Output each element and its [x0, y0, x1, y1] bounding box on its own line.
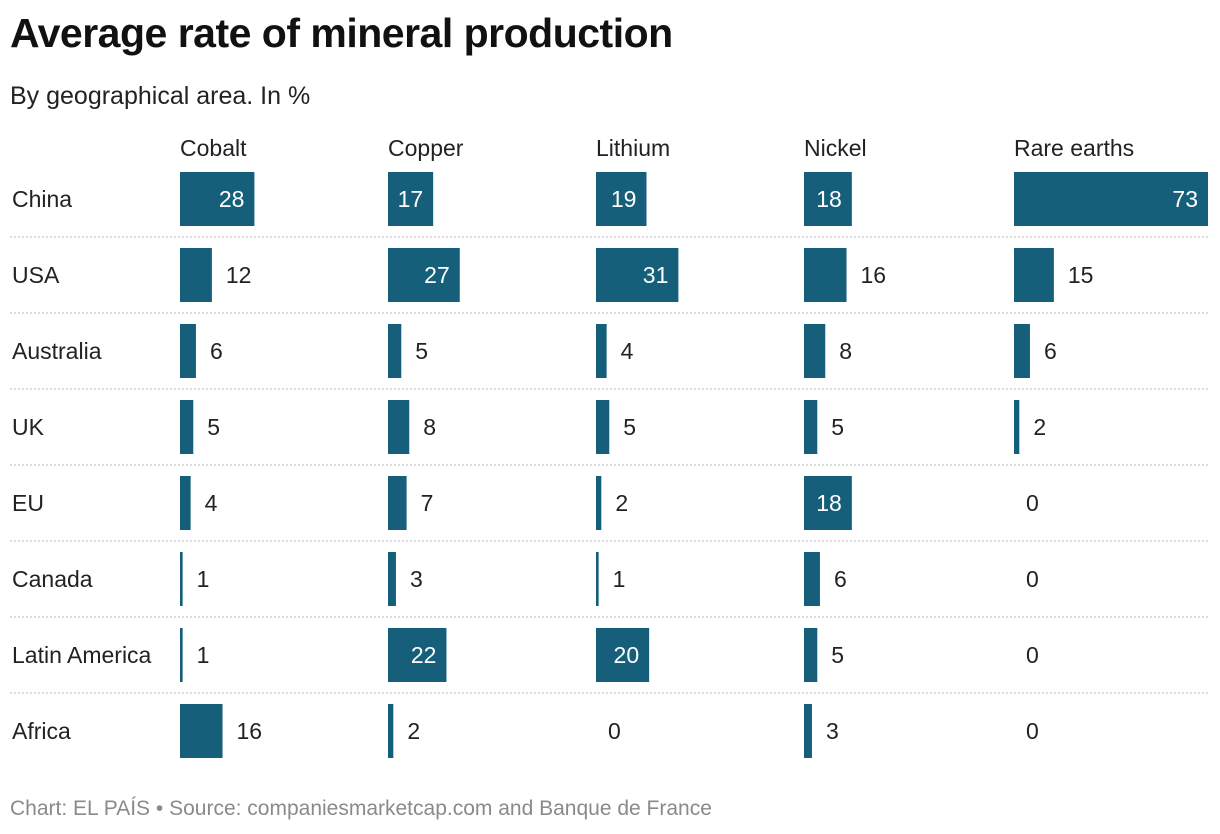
value-label-usa-copper: 27: [424, 262, 450, 288]
value-label-eu-lithium: 2: [615, 490, 628, 516]
bar-china-lithium: [596, 172, 647, 226]
bar-china-copper: [388, 172, 434, 226]
value-label-australia-copper: 5: [415, 338, 428, 364]
bar-eu-lithium: [596, 476, 602, 530]
value-label-latin-america-rare-earths: 0: [1026, 642, 1039, 668]
column-header-nickel: Nickel: [804, 135, 867, 161]
column-header-rare-earths: Rare earths: [1014, 135, 1134, 161]
row-label-china: China: [12, 186, 72, 212]
row-label-usa: USA: [12, 262, 60, 288]
bar-africa-nickel: [804, 704, 812, 758]
value-label-china-nickel: 18: [816, 186, 842, 212]
bar-australia-nickel: [804, 324, 826, 378]
value-label-china-copper: 17: [398, 186, 424, 212]
row-label-latin-america: Latin America: [12, 642, 152, 668]
value-label-uk-cobalt: 5: [207, 414, 220, 440]
bar-canada-lithium: [596, 552, 599, 606]
value-label-uk-copper: 8: [423, 414, 436, 440]
value-label-canada-lithium: 1: [613, 566, 626, 592]
bar-china-cobalt: [180, 172, 255, 226]
bar-canada-nickel: [804, 552, 820, 606]
value-label-usa-lithium: 31: [643, 262, 669, 288]
bar-latin-america-nickel: [804, 628, 818, 682]
value-label-uk-lithium: 5: [623, 414, 636, 440]
bar-uk-nickel: [804, 400, 818, 454]
bar-eu-nickel: [804, 476, 852, 530]
bar-usa-lithium: [596, 248, 679, 302]
value-label-uk-rare-earths: 2: [1033, 414, 1046, 440]
bar-latin-america-copper: [388, 628, 447, 682]
value-label-australia-nickel: 8: [839, 338, 852, 364]
row-label-canada: Canada: [12, 566, 93, 592]
value-label-usa-nickel: 16: [861, 262, 887, 288]
row-label-uk: UK: [12, 414, 45, 440]
value-label-africa-lithium: 0: [608, 718, 621, 744]
chart-title: Average rate of mineral production: [10, 10, 673, 56]
bar-australia-copper: [388, 324, 402, 378]
bar-africa-copper: [388, 704, 394, 758]
value-label-australia-lithium: 4: [621, 338, 634, 364]
value-label-eu-copper: 7: [421, 490, 434, 516]
bar-latin-america-lithium: [596, 628, 650, 682]
value-label-uk-nickel: 5: [831, 414, 844, 440]
bar-usa-rare-earths: [1014, 248, 1054, 302]
value-label-usa-cobalt: 12: [226, 262, 252, 288]
value-label-australia-cobalt: 6: [210, 338, 223, 364]
bar-uk-lithium: [596, 400, 610, 454]
value-label-eu-rare-earths: 0: [1026, 490, 1039, 516]
bar-australia-rare-earths: [1014, 324, 1030, 378]
bar-eu-copper: [388, 476, 407, 530]
value-label-china-rare-earths: 73: [1172, 186, 1198, 212]
bar-uk-cobalt: [180, 400, 194, 454]
value-label-africa-nickel: 3: [826, 718, 839, 744]
value-label-canada-cobalt: 1: [197, 566, 210, 592]
bar-uk-rare-earths: [1014, 400, 1020, 454]
bar-canada-cobalt: [180, 552, 183, 606]
bar-usa-cobalt: [180, 248, 212, 302]
value-label-eu-cobalt: 4: [205, 490, 218, 516]
value-label-canada-nickel: 6: [834, 566, 847, 592]
bar-canada-copper: [388, 552, 396, 606]
value-label-africa-copper: 2: [407, 718, 420, 744]
value-label-latin-america-lithium: 20: [614, 642, 640, 668]
column-header-lithium: Lithium: [596, 135, 670, 161]
value-label-eu-nickel: 18: [816, 490, 842, 516]
bar-australia-lithium: [596, 324, 607, 378]
value-label-africa-rare-earths: 0: [1026, 718, 1039, 744]
value-label-latin-america-copper: 22: [411, 642, 437, 668]
column-header-copper: Copper: [388, 135, 464, 161]
bar-usa-copper: [388, 248, 460, 302]
bar-africa-cobalt: [180, 704, 223, 758]
value-label-canada-copper: 3: [410, 566, 423, 592]
bar-eu-cobalt: [180, 476, 191, 530]
value-label-latin-america-nickel: 5: [831, 642, 844, 668]
bar-china-rare-earths: [1014, 172, 1208, 226]
bar-china-nickel: [804, 172, 852, 226]
row-label-africa: Africa: [12, 718, 71, 744]
value-label-china-cobalt: 28: [219, 186, 245, 212]
bar-australia-cobalt: [180, 324, 196, 378]
value-label-canada-rare-earths: 0: [1026, 566, 1039, 592]
value-label-latin-america-cobalt: 1: [197, 642, 210, 668]
value-label-usa-rare-earths: 15: [1068, 262, 1094, 288]
bar-usa-nickel: [804, 248, 847, 302]
row-label-eu: EU: [12, 490, 44, 516]
bar-uk-copper: [388, 400, 410, 454]
value-label-africa-cobalt: 16: [237, 718, 263, 744]
chart-source-footer: Chart: EL PAÍS • Source: companiesmarket…: [10, 797, 712, 820]
bar-latin-america-cobalt: [180, 628, 183, 682]
column-header-cobalt: Cobalt: [180, 135, 247, 161]
value-label-china-lithium: 19: [611, 186, 637, 212]
row-label-australia: Australia: [12, 338, 102, 364]
value-label-australia-rare-earths: 6: [1044, 338, 1057, 364]
chart-subtitle: By geographical area. In %: [10, 82, 311, 110]
